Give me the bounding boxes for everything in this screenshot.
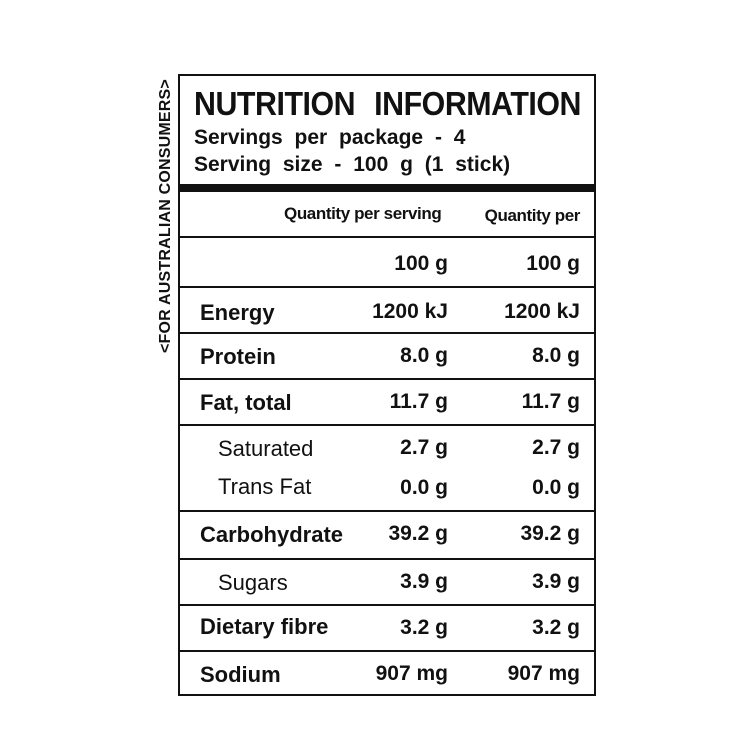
unit-amount: 100 g [526, 252, 580, 275]
serving-amount: 100 g [394, 252, 448, 275]
nutrient-label: Carbohydrate [200, 522, 344, 547]
nutrient-row-dietary-fibre: Dietary fibre 3.2 g 3.2 g [180, 606, 594, 652]
nutrient-value-per-serving: 0.0 g [400, 476, 448, 499]
column-header-per-serving: Quantity per serving [284, 204, 442, 223]
nutrient-row-protein: Protein 8.0 g 8.0 g [180, 334, 594, 380]
servings-per-package: Servings per package - 4 [194, 126, 466, 149]
nutrient-value-per-serving: 3.2 g [400, 616, 448, 639]
nutrient-label: Sugars [218, 570, 288, 595]
nutrient-value-per-unit: 2.7 g [532, 436, 580, 459]
nutrient-value-per-unit: 907 mg [507, 662, 580, 685]
nutrient-value-per-unit: 3.9 g [532, 570, 580, 593]
nutrient-label: Protein [200, 344, 276, 369]
nutrition-panel: NUTRITION INFORMATION Servings per packa… [178, 74, 596, 696]
nutrient-value-per-serving: 39.2 g [388, 522, 448, 545]
nutrient-row-sugars: Sugars 3.9 g 3.9 g [180, 560, 594, 606]
serving-amount-row: 100 g 100 g [180, 238, 594, 288]
nutrient-value-per-unit: 1200 kJ [504, 300, 580, 323]
panel-header: NUTRITION INFORMATION Servings per packa… [180, 76, 594, 192]
nutrient-value-per-serving: 11.7 g [389, 390, 448, 413]
nutrient-value-per-serving: 2.7 g [400, 436, 448, 459]
panel-title: NUTRITION INFORMATION [194, 85, 582, 122]
nutrient-value-per-unit: 8.0 g [532, 344, 580, 367]
nutrient-value-per-unit: 0.0 g [532, 476, 580, 499]
side-note-australian-consumers: <FOR AUSTRALIAN CONSUMERS> [157, 79, 174, 353]
nutrient-row-energy: Energy 1200 kJ 1200 kJ [180, 288, 594, 334]
nutrient-label: Energy [200, 300, 275, 325]
nutrient-label: Sodium [200, 662, 281, 687]
column-header-per-unit: Quantity per [484, 206, 581, 225]
nutrient-value-per-serving: 907 mg [375, 662, 448, 685]
nutrient-label: Fat, total [200, 390, 292, 415]
nutrient-label: Trans Fat [218, 474, 312, 499]
nutrient-value-per-unit: 3.2 g [532, 616, 580, 639]
nutrient-value-per-unit: 11.7 g [521, 390, 580, 413]
nutrient-value-per-serving: 8.0 g [400, 344, 448, 367]
nutrient-value-per-serving: 1200 kJ [372, 300, 448, 323]
nutrient-row-sodium: Sodium 907 mg 907 mg [180, 652, 594, 696]
nutrient-value-per-unit: 39.2 g [520, 522, 580, 545]
nutrient-row-fat-total: Fat, total 11.7 g 11.7 g [180, 380, 594, 426]
nutrient-value-per-serving: 3.9 g [400, 570, 448, 593]
nutrient-row-fat-breakdown: Saturated 2.7 g 2.7 g Trans Fat 0.0 g 0.… [180, 426, 594, 512]
column-header-row: Quantity per serving Quantity per [180, 192, 594, 238]
nutrient-row-carbohydrate: Carbohydrate 39.2 g 39.2 g [180, 512, 594, 560]
serving-size: Serving size - 100 g (1 stick) [194, 153, 511, 176]
nutrient-label: Dietary fibre [200, 614, 329, 639]
nutrient-label: Saturated [218, 436, 314, 461]
